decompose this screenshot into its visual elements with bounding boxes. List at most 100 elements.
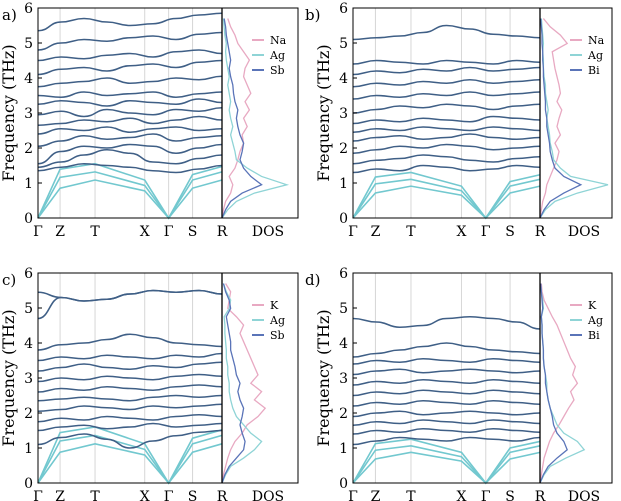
x-tick-label: Z (371, 224, 381, 240)
y-tick-label: 5 (24, 301, 33, 317)
dos-label: DOS (252, 489, 284, 501)
optical-branch (352, 78, 541, 88)
optical-branch (352, 115, 541, 125)
y-tick-label: 2 (339, 406, 348, 422)
legend-label: Na (270, 34, 287, 47)
optical-branch (37, 162, 223, 174)
y-axis-label: Frequency (THz) (0, 309, 18, 446)
optical-branch (37, 361, 223, 372)
acoustic-branch (352, 185, 541, 220)
x-tick-label: Γ (164, 224, 174, 240)
y-tick-label: 1 (24, 441, 33, 457)
optical-branch (37, 352, 223, 362)
panel-label: a) (2, 6, 17, 24)
legend-label: Ag (269, 314, 285, 327)
y-tick-label: 4 (24, 71, 33, 87)
y-tick-label: 6 (339, 1, 348, 17)
x-tick-label: X (140, 224, 150, 240)
y-tick-label: 6 (339, 266, 348, 282)
y-tick-label: 3 (339, 371, 348, 387)
optical-branch (352, 91, 541, 100)
panel-d: 0 1 2 3 4 5 6 Γ Z T X Γ S R DOS Frequency (THz) d) K Ag Bi (305, 266, 613, 501)
dos-curve-k (539, 283, 579, 484)
optical-branch (352, 315, 541, 330)
optical-branch (352, 399, 541, 407)
legend-label: Bi (588, 64, 600, 77)
optical-branch (37, 289, 223, 302)
optical-branch (352, 342, 541, 358)
dos-curve-sb (221, 18, 263, 219)
acoustic-branch (37, 162, 223, 220)
optical-branch (352, 126, 541, 134)
optical-branch (37, 394, 223, 402)
legend-label: K (270, 299, 279, 312)
acoustic-branch (37, 179, 223, 220)
x-tick-label: Z (55, 489, 65, 501)
optical-branch (37, 12, 223, 32)
dos-curve-sb (221, 283, 246, 484)
x-tick-label: R (217, 489, 228, 501)
legend-label: Sb (270, 329, 285, 342)
x-tick-label: T (90, 489, 100, 501)
optical-branch (352, 59, 541, 65)
dos-label: DOS (568, 489, 600, 501)
optical-branch (37, 49, 223, 62)
y-tick-label: 0 (24, 211, 33, 227)
acoustic-branch (352, 171, 541, 220)
dos-curve-na (539, 18, 569, 219)
dos-label: DOS (568, 224, 600, 240)
y-tick-label: 3 (339, 106, 348, 122)
dos-curve-na (221, 18, 252, 219)
x-tick-label: T (406, 489, 416, 501)
y-axis-label: Frequency (THz) (314, 309, 333, 446)
x-tick-label: Γ (164, 489, 174, 501)
optical-branch (352, 357, 541, 365)
x-tick-label: S (188, 224, 198, 240)
legend-label: K (588, 299, 597, 312)
optical-branch (352, 378, 541, 386)
optical-branch (352, 143, 541, 155)
y-tick-label: 2 (24, 406, 33, 422)
optical-branch (37, 333, 223, 351)
x-tick-label: T (90, 224, 100, 240)
y-tick-label: 0 (24, 476, 33, 492)
acoustic-branch (37, 171, 223, 220)
panel-label: d) (305, 271, 320, 289)
optical-branch (37, 98, 223, 107)
optical-branch (352, 24, 541, 41)
y-tick-label: 0 (339, 476, 348, 492)
x-tick-label: R (217, 224, 228, 240)
optical-branch (352, 164, 541, 174)
optical-branch (352, 389, 541, 397)
legend-label: Sb (270, 64, 285, 77)
optical-branch (37, 91, 223, 99)
x-tick-label: Γ (348, 489, 358, 501)
acoustic-branch (352, 445, 541, 485)
acoustic-branch (352, 178, 541, 220)
y-tick-label: 4 (339, 336, 348, 352)
x-tick-label: S (505, 489, 515, 501)
y-tick-label: 6 (24, 1, 33, 17)
optical-branch (37, 373, 223, 383)
acoustic-branch (352, 451, 541, 485)
dos-curve-ag (221, 18, 290, 219)
optical-branch (352, 419, 541, 427)
optical-branch (37, 75, 223, 88)
dos-curve-k (221, 283, 267, 484)
panel-label: c) (2, 271, 16, 289)
optical-branch (37, 59, 223, 76)
y-tick-label: 0 (339, 211, 348, 227)
legend-label: Ag (587, 314, 603, 327)
optical-branch (37, 31, 223, 51)
optical-branch (37, 115, 223, 127)
optical-branch (37, 413, 223, 423)
optical-branch (352, 410, 541, 418)
x-tick-label: Z (55, 224, 65, 240)
legend-label: Bi (588, 329, 600, 342)
optical-branch (37, 106, 223, 118)
y-tick-label: 2 (24, 141, 33, 157)
optical-branch (352, 66, 541, 76)
acoustic-branch (37, 442, 223, 485)
panel-label: b) (305, 6, 320, 24)
